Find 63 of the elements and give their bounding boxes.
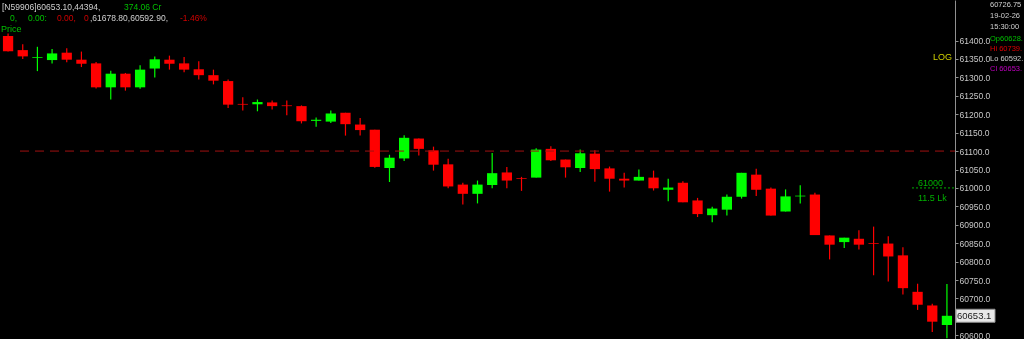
y-tick-label: 61250.0 bbox=[959, 91, 991, 102]
candlestick bbox=[384, 154, 395, 183]
y-tick-label: 61350.0 bbox=[959, 54, 991, 65]
annotation: [N59906]60653.10,44394, bbox=[2, 2, 101, 12]
candlestick bbox=[443, 158, 454, 189]
candlestick bbox=[222, 78, 234, 109]
candlestick bbox=[457, 182, 468, 206]
candlestick bbox=[311, 116, 322, 128]
annotation: 0.00, bbox=[57, 13, 76, 23]
candlestick bbox=[633, 168, 644, 182]
y-tick-label: 61050.0 bbox=[959, 165, 991, 175]
candlestick bbox=[941, 283, 953, 339]
candlestick bbox=[721, 193, 733, 217]
annotation: 0 bbox=[84, 13, 89, 23]
y-tick-label: 61300.0 bbox=[959, 72, 991, 83]
candlestick bbox=[853, 229, 865, 251]
candlestick bbox=[736, 172, 747, 200]
y-tick-label: 60950.0 bbox=[959, 201, 991, 212]
y-axis-title: Price bbox=[1, 24, 22, 34]
candlestick bbox=[692, 197, 703, 218]
candlestick bbox=[2, 32, 14, 53]
text: 0, bbox=[10, 13, 18, 23]
candlestick bbox=[648, 170, 659, 192]
candlestick bbox=[399, 134, 410, 162]
candlestick bbox=[927, 303, 938, 333]
candlestick bbox=[428, 146, 439, 172]
candlestick bbox=[604, 165, 615, 193]
candlestick bbox=[90, 61, 102, 90]
candlestick bbox=[296, 104, 307, 125]
candlestick bbox=[501, 166, 512, 189]
candlestick bbox=[487, 152, 498, 189]
candlestick bbox=[883, 235, 894, 283]
y-tick-label: 60900.0 bbox=[959, 220, 991, 231]
candlestick bbox=[193, 60, 204, 81]
annotation: -1.46% bbox=[180, 13, 208, 23]
annotation: 0.00: bbox=[28, 13, 47, 23]
y-tick-label: 60800.0 bbox=[959, 257, 991, 268]
candlestick bbox=[472, 179, 483, 204]
candlestick bbox=[32, 46, 43, 72]
candlestick bbox=[589, 149, 600, 183]
annotation: 11.5 Lk bbox=[918, 193, 948, 203]
candlestick bbox=[780, 188, 791, 213]
candlestick bbox=[868, 226, 879, 276]
y-tick-label: 60600.0 bbox=[959, 330, 991, 339]
candlestick bbox=[751, 168, 762, 197]
annotation: 374.06 Cr bbox=[124, 2, 162, 12]
candlestick bbox=[105, 70, 116, 101]
y-tick-label: 60700.0 bbox=[959, 293, 991, 304]
candlestick bbox=[912, 283, 923, 311]
y-tick-label: 61150.0 bbox=[959, 128, 990, 139]
annotation: 60653.1 bbox=[957, 309, 992, 321]
annotation: LOG bbox=[932, 52, 952, 62]
y-tick-label: 60750.0 bbox=[959, 275, 991, 286]
y-tick-label: 60850.0 bbox=[959, 238, 991, 249]
y-tick-label: 61100.0 bbox=[959, 146, 990, 157]
candlestick bbox=[134, 64, 146, 90]
candlestick bbox=[824, 234, 835, 261]
annotation: ,61678.80,60592.90, bbox=[90, 13, 168, 23]
y-tick-label: 61400.0 bbox=[959, 36, 991, 47]
y-tick-label: 61200.0 bbox=[959, 109, 991, 120]
candlestick bbox=[149, 55, 160, 78]
y-tick-label: 61000.0 bbox=[959, 183, 991, 194]
ref-line-label: 61000 bbox=[918, 177, 944, 188]
